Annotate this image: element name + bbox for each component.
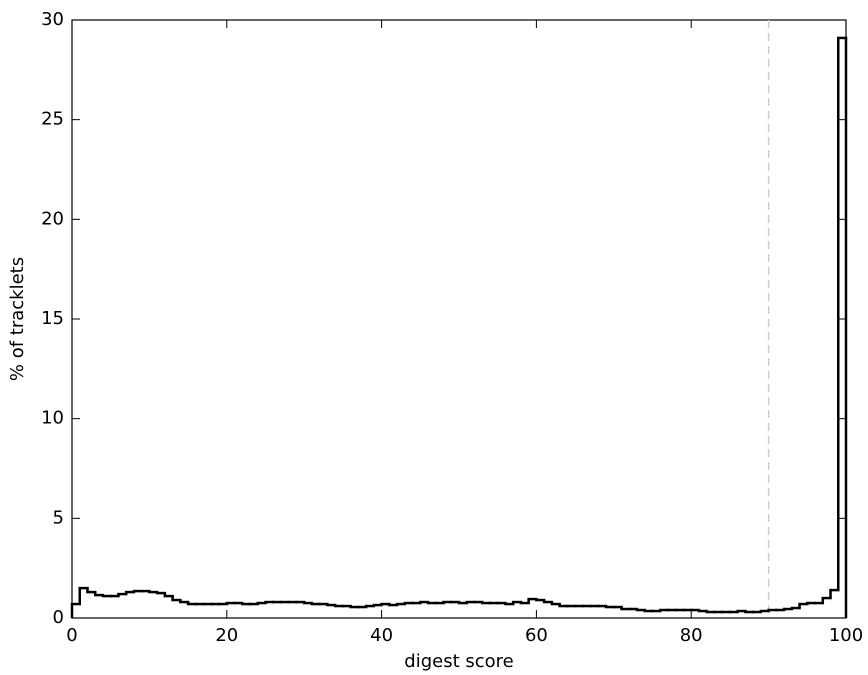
x-tick-label: 80 <box>680 625 703 646</box>
y-tick-label: 10 <box>41 408 64 429</box>
x-tick-label: 0 <box>66 625 77 646</box>
x-axis-label: digest score <box>404 651 513 672</box>
y-tick-label: 5 <box>53 507 64 528</box>
plot-frame <box>71 19 847 619</box>
x-tick-label: 60 <box>525 625 548 646</box>
y-tick-label: 20 <box>41 208 64 229</box>
y-axis-label: % of tracklets <box>7 257 28 381</box>
x-tick-label: 100 <box>829 625 863 646</box>
x-tick-label: 20 <box>215 625 238 646</box>
x-tick-label: 40 <box>370 625 393 646</box>
y-tick-label: 25 <box>41 109 64 130</box>
y-tick-label: 30 <box>41 9 64 30</box>
y-tick-label: 15 <box>41 308 64 329</box>
y-tick-label: 0 <box>53 607 64 628</box>
